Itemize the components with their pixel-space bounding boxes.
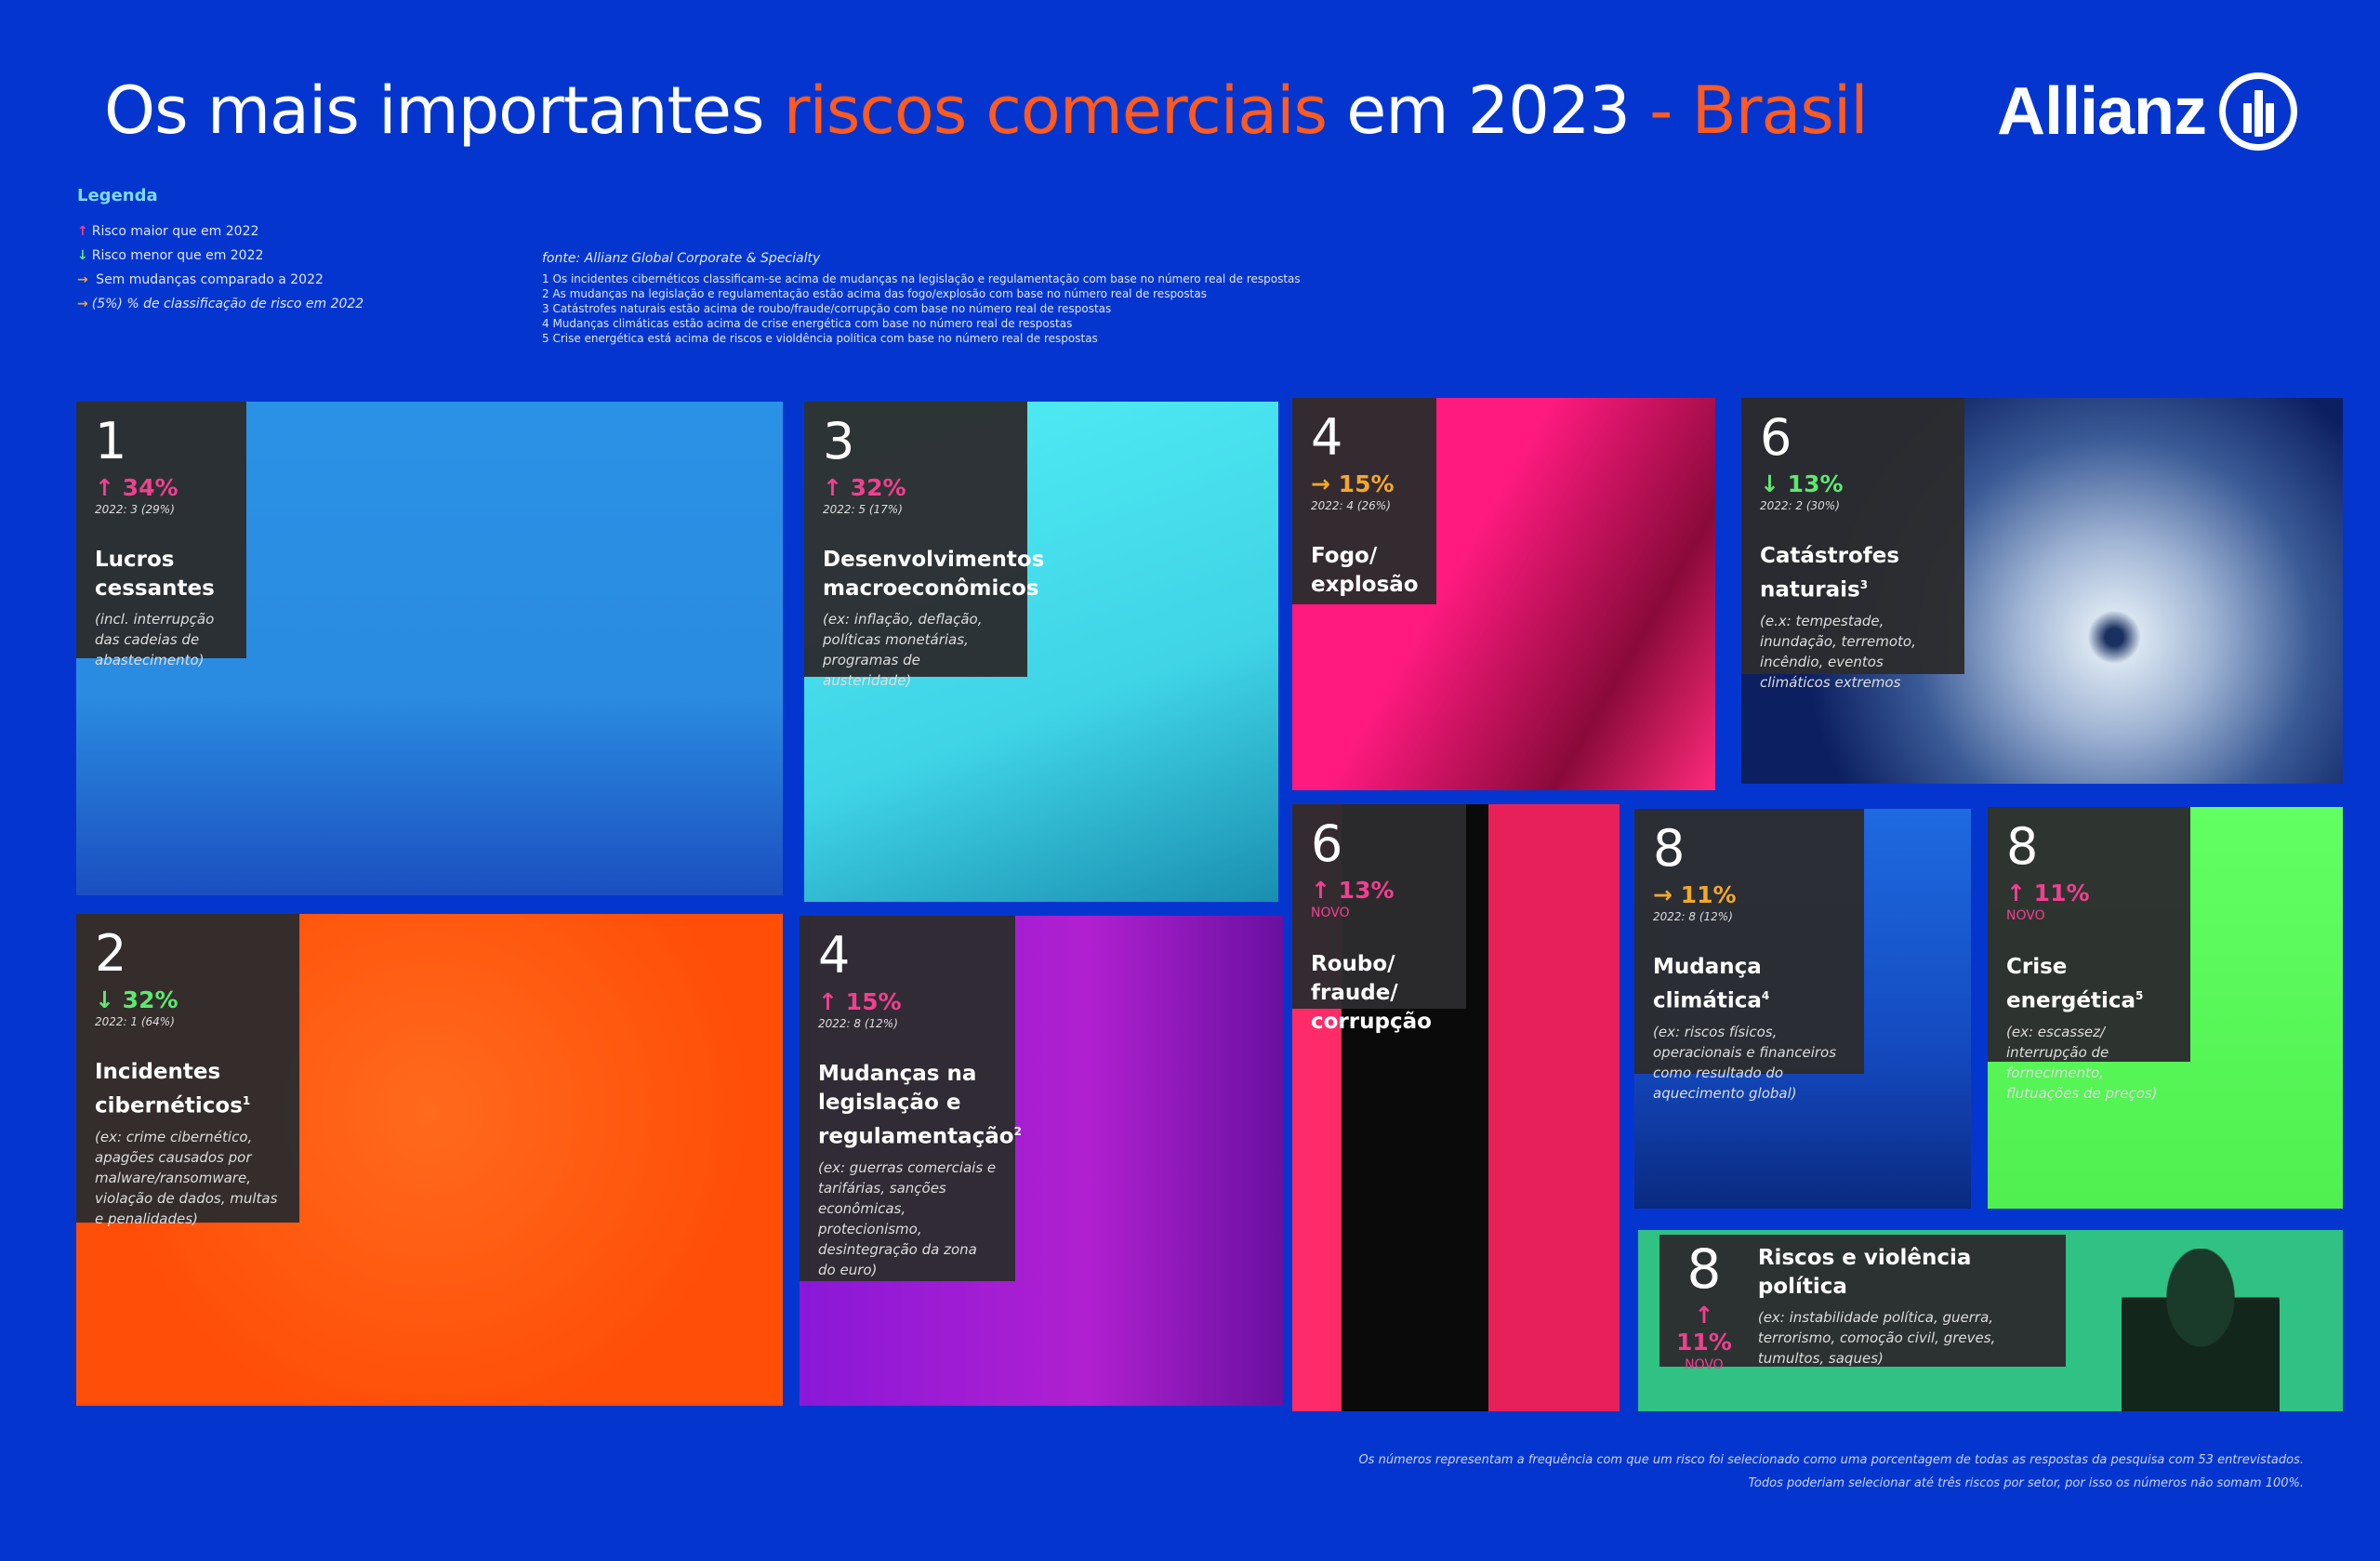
risk-description: (ex: escassez/ interrupção de fornecimen…	[2006, 1023, 2158, 1102]
arrow-down-icon: ↓	[77, 248, 88, 263]
risk-name: Desenvolvimentos macroeconômicos	[823, 548, 1045, 601]
arrow-up-icon: ↑	[95, 474, 114, 501]
risk-percentage: ↓ 32%	[95, 986, 178, 1013]
legend-item: ↓ Risco menor que em 2022	[77, 248, 264, 263]
risk-percentage: ↑ 15%	[818, 988, 902, 1015]
risk-description: (ex: riscos físicos, operacionais e fina…	[1653, 1023, 1837, 1102]
new-badge: NOVO	[1311, 906, 1350, 920]
footer-note: Os números representam a frequência com …	[1358, 1453, 2304, 1490]
new-badge: NOVO	[2006, 908, 2045, 923]
risk-percentage: ↑ 11%	[1676, 1302, 1732, 1356]
risk-name: Lucros cessantes	[95, 548, 215, 601]
risk-card-legislacao: 4 ↑ 15% 2022: 8 (12%) Mudanças na legisla…	[800, 916, 1283, 1406]
legend: Legenda ↑ Risco maior que em 2022 ↓ Risco …	[77, 186, 364, 321]
arrow-right-icon: →	[1653, 881, 1673, 908]
risk-percentage: → 11%	[1653, 881, 1737, 908]
risk-description: (incl. interrupção das cadeias de abaste…	[95, 611, 215, 668]
previous-year-rank: 2022: 8 (12%)	[818, 1017, 898, 1030]
risk-percentage: ↓ 13%	[1760, 470, 1844, 497]
risk-rank: 8	[1686, 1237, 1722, 1301]
risk-card-violencia-politica: 8 ↑ 11% NOVO Riscos e violência política…	[1638, 1230, 2343, 1411]
footnote-ref: 2	[1013, 1125, 1022, 1138]
allianz-logo: Allianz	[1997, 73, 2298, 151]
risk-card-roubo-fraude: 6 ↑ 13% NOVO Roubo/ fraude/ corrupção	[1292, 804, 1620, 1411]
risk-card-catastrofes-naturais: 6 ↓ 13% 2022: 2 (30%) Catástrofes naturai…	[1741, 398, 2343, 784]
risk-info-box: 6 ↓ 13% 2022: 2 (30%) Catástrofes naturai…	[1741, 398, 1964, 691]
previous-year-rank: 2022: 2 (30%)	[1760, 499, 1840, 512]
risk-percentage: ↑ 11%	[2006, 880, 2090, 906]
risk-card-mudanca-climatica: 8 → 11% 2022: 8 (12%) Mudança climática4 …	[1634, 809, 1971, 1209]
risk-description: (ex: instabilidade política, guerra, ter…	[1757, 1309, 1996, 1367]
risk-rank: 8	[1653, 819, 1686, 878]
arrow-right-icon: →	[1311, 470, 1330, 497]
risk-name: Mudanças na legislação e regulamentação2	[818, 1062, 1022, 1149]
risk-info-box: 4 → 15% 2022: 4 (26%) Fogo/ explosão	[1292, 398, 1436, 604]
arrow-up-icon: ↑	[1694, 1302, 1714, 1329]
previous-year-rank: 2022: 4 (26%)	[1311, 499, 1391, 512]
arrow-up-icon: ↑	[77, 224, 88, 239]
risk-rank: 4	[1311, 408, 1343, 467]
risk-name: Riscos e violência política	[1757, 1246, 1972, 1299]
soldier-image	[2122, 1249, 2280, 1411]
risk-card-fogo-explosao: 4 → 15% 2022: 4 (26%) Fogo/ explosão	[1292, 398, 1715, 790]
risk-description: (e.x: tempestade, inundação, terremoto, …	[1760, 612, 1916, 691]
risk-percentage: ↑ 32%	[823, 474, 906, 501]
risk-card-crise-energetica: 8 ↑ 11% NOVO Crise energética5 (ex: escas…	[1988, 807, 2343, 1209]
risk-name: Fogo/ explosão	[1311, 544, 1419, 597]
risk-name: Catástrofes naturais3	[1760, 544, 1900, 602]
risk-name: Roubo/ fraude/ corrupção	[1311, 952, 1432, 1034]
risk-name: Mudança climática4	[1653, 955, 1770, 1013]
previous-year-rank: 2022: 5 (17%)	[823, 503, 903, 516]
risk-description: (ex: crime cibernético, apagões causados…	[95, 1128, 278, 1227]
risk-name: Incidentes cibernéticos1	[95, 1060, 251, 1118]
legend-item: → (5%) % de classificação de risco em 202…	[77, 297, 364, 311]
footnote-ref: 3	[1859, 578, 1869, 591]
risk-card-macroeconomicos: 3 ↑ 32% 2022: 5 (17%) Desenvolvimentos ma…	[804, 402, 1278, 902]
risk-percentage: ↑ 13%	[1311, 877, 1395, 904]
new-badge: NOVO	[1685, 1357, 1724, 1372]
risk-percentage: ↑ 34%	[95, 474, 178, 501]
footnote-ref: 1	[242, 1094, 251, 1107]
arrow-up-icon: ↑	[818, 988, 838, 1015]
risk-rank: 6	[1760, 408, 1792, 467]
risk-rank: 2	[95, 924, 127, 983]
arrow-up-icon: ↑	[1311, 877, 1330, 904]
previous-year-rank: 2022: 1 (64%)	[95, 1015, 175, 1028]
risk-rank: 4	[818, 926, 851, 985]
previous-year-rank: 2022: 3 (29%)	[95, 503, 175, 516]
risk-info-box: 8 → 11% 2022: 8 (12%) Mudança climática4 …	[1634, 809, 1864, 1102]
arrow-up-icon: ↑	[2006, 880, 2026, 906]
footnotes: fonte: Allianz Global Corporate & Specia…	[542, 251, 1301, 345]
risk-info-box: 8 ↑ 11% NOVO Riscos e violência política…	[1659, 1235, 2066, 1372]
risk-percentage: → 15%	[1311, 470, 1395, 497]
legend-item: ↑ Risco maior que em 2022	[77, 224, 259, 239]
page-title: Os mais importantes riscos comerciais em…	[104, 73, 1869, 149]
risk-rank: 8	[2006, 817, 2039, 876]
arrow-up-icon: ↑	[823, 474, 842, 501]
arrow-right-icon: →	[77, 272, 88, 287]
arrow-down-icon: ↓	[1760, 470, 1779, 497]
legend-item: → Sem mudanças comparado a 2022	[77, 272, 324, 287]
arrow-down-icon: ↓	[95, 986, 114, 1013]
risk-name: Crise energética5	[2006, 955, 2144, 1013]
risk-description: (ex: inflação, deflação, políticas monet…	[823, 611, 983, 689]
previous-year-rank: 2022: 8 (12%)	[1653, 910, 1733, 923]
risk-info-box: 1 ↑ 34% 2022: 3 (29%) Lucros cessantes (i…	[76, 402, 246, 668]
footnote-ref: 4	[1761, 989, 1770, 1002]
risk-rank: 6	[1311, 814, 1343, 873]
risk-card-lucros-cessantes: 1 ↑ 34% 2022: 3 (29%) Lucros cessantes (i…	[76, 402, 783, 895]
arrow-right-icon: →	[77, 297, 88, 311]
risk-rank: 1	[95, 412, 127, 470]
risk-rank: 3	[823, 412, 855, 470]
risk-info-box: 4 ↑ 15% 2022: 8 (12%) Mudanças na legisla…	[800, 916, 1022, 1281]
risk-info-box: 2 ↓ 32% 2022: 1 (64%) Incidentes cibernét…	[76, 914, 299, 1227]
allianz-eagle-icon	[2219, 73, 2298, 151]
risk-card-incidentes-ciberneticos: 2 ↓ 32% 2022: 1 (64%) Incidentes cibernét…	[76, 914, 783, 1406]
footnote-ref: 5	[2135, 989, 2144, 1002]
risk-description: (ex: guerras comerciais e tarifárias, sa…	[818, 1158, 997, 1278]
risk-info-box: 8 ↑ 11% NOVO Crise energética5 (ex: escas…	[1988, 807, 2190, 1102]
risk-info-box: 6 ↑ 13% NOVO Roubo/ fraude/ corrupção	[1292, 804, 1466, 1034]
risk-info-box: 3 ↑ 32% 2022: 5 (17%) Desenvolvimentos ma…	[804, 402, 1045, 689]
